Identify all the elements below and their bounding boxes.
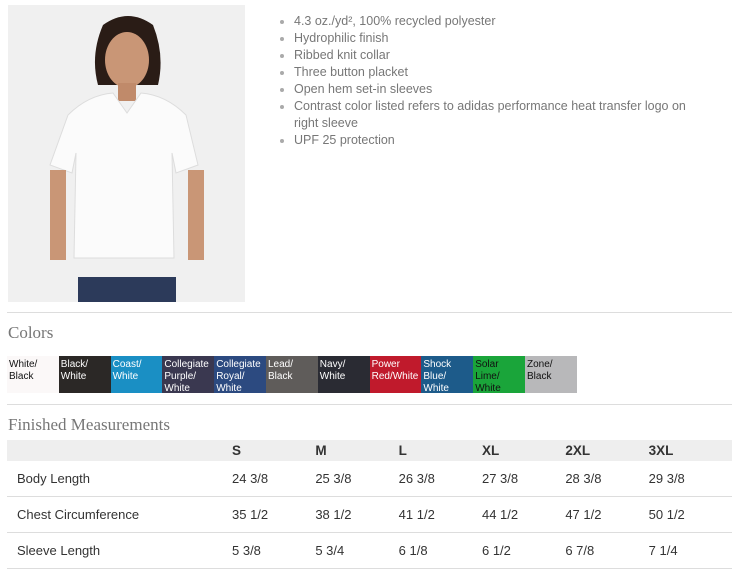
color-swatch[interactable]: Shock Blue/ White [421, 356, 474, 394]
measurements-table: S M L XL 2XL 3XL Body Length 24 3/8 25 3/8 26 3/… [7, 440, 732, 569]
measurement-cell: 28 3/8 [565, 461, 649, 497]
color-swatch[interactable]: Navy/ White [317, 356, 370, 393]
color-swatch[interactable]: Collegiate Purple/ White [162, 356, 215, 394]
size-header: L [398, 440, 482, 461]
table-row: Chest Circumference 35 1/2 38 1/2 41 1/2 44 … [7, 496, 732, 533]
measurement-cell: 29 3/8 [648, 461, 732, 497]
row-label: Chest Circumference [7, 496, 232, 533]
feature-item: 4.3 oz./yd², 100% recycled polyester [294, 13, 704, 30]
measurement-cell: 24 3/8 [232, 461, 316, 497]
size-header: 2XL [565, 440, 649, 461]
color-swatch[interactable]: Collegiate Royal/ White [214, 356, 267, 394]
measurement-cell: 35 1/2 [232, 496, 316, 533]
color-swatch[interactable]: Zone/ Black [525, 356, 577, 393]
measurement-cell: 6 1/8 [398, 532, 482, 569]
measurement-cell: 50 1/2 [648, 496, 732, 533]
measurement-cell: 47 1/2 [565, 496, 649, 533]
measurement-cell: 41 1/2 [398, 496, 482, 533]
color-swatch[interactable]: Lead/ Black [266, 356, 318, 393]
size-header: 3XL [648, 440, 732, 461]
measurement-cell: 25 3/8 [315, 461, 399, 497]
feature-item: Ribbed knit collar [294, 47, 704, 64]
divider [7, 404, 732, 405]
color-swatch[interactable]: Power Red/White [369, 356, 422, 393]
color-swatch[interactable]: Solar Lime/ White [473, 356, 526, 394]
row-label: Sleeve Length [7, 532, 232, 569]
feature-item: Contrast color listed refers to adidas p… [294, 98, 704, 132]
measurement-cell: 27 3/8 [481, 461, 566, 497]
colors-heading: Colors [8, 323, 54, 342]
color-swatch[interactable]: White/ Black [7, 356, 59, 393]
feature-item: Three button placket [294, 64, 704, 81]
table-row: Sleeve Length 5 3/8 5 3/4 6 1/8 6 1/2 6 7/8 7 … [7, 532, 732, 569]
divider [7, 312, 732, 313]
measurements-heading: Finished Measurements [8, 415, 170, 434]
measurement-cell: 38 1/2 [315, 496, 399, 533]
measurement-cell: 5 3/8 [232, 532, 316, 569]
measurement-cell: 6 1/2 [481, 532, 566, 569]
color-swatch[interactable]: Black/ White [58, 356, 111, 393]
measurement-cell: 6 7/8 [565, 532, 649, 569]
table-header-row: S M L XL 2XL 3XL [7, 440, 732, 461]
measurement-cell: 26 3/8 [398, 461, 482, 497]
feature-list: 4.3 oz./yd², 100% recycled polyesterHydr… [280, 13, 704, 149]
measurement-cell: 5 3/4 [315, 532, 399, 569]
measurement-cell: 7 1/4 [648, 532, 732, 569]
color-swatch[interactable]: Coast/ White [110, 356, 163, 393]
size-header: M [315, 440, 399, 461]
product-photo [8, 5, 245, 302]
table-row: Body Length 24 3/8 25 3/8 26 3/8 27 3/8 28 3/… [7, 461, 732, 497]
feature-item: UPF 25 protection [294, 132, 704, 149]
size-header: S [232, 440, 316, 461]
feature-item: Open hem set-in sleeves [294, 81, 704, 98]
measurement-cell: 44 1/2 [481, 496, 566, 533]
size-header: XL [481, 440, 566, 461]
row-label: Body Length [7, 461, 232, 497]
feature-item: Hydrophilic finish [294, 30, 704, 47]
